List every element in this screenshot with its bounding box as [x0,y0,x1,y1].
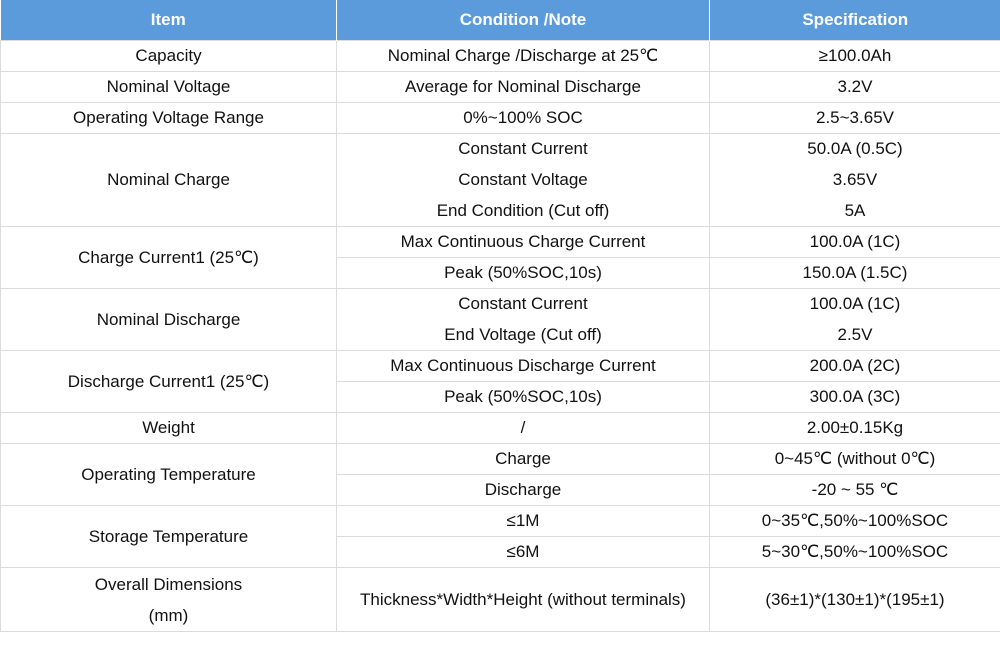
table-row: Capacity Nominal Charge /Discharge at 25… [0,40,1000,72]
spec-cell: 2.5~3.65V [709,102,1000,134]
spec-cell: 300.0A (3C) [709,381,1000,413]
condition-cell: Peak (50%SOC,10s) [336,257,710,289]
condition-cell: ≤1M [336,505,710,537]
table-row: Operating Temperature Charge 0~45℃ (with… [0,443,1000,506]
item-cell: Overall Dimensions (mm) [0,567,337,632]
table-row: Discharge -20 ~ 55 ℃ [1,474,1000,506]
item-cell: Nominal Charge [0,133,337,227]
spec-cell: 5A [709,195,1000,227]
condition-cell: 0%~100% SOC [336,102,710,134]
item-cell: Operating Voltage Range [0,102,337,134]
spec-cell: 0~35℃,50%~100%SOC [709,505,1000,537]
condition-cell: Max Continuous Charge Current [336,226,710,258]
condition-cell: Constant Current [336,133,710,165]
spec-cell: (36±1)*(130±1)*(195±1) [709,567,1000,632]
table-row: Nominal Discharge Constant Current 100.0… [0,288,1000,351]
item-cell: Weight [0,412,337,444]
condition-cell: Nominal Charge /Discharge at 25℃ [336,40,710,72]
header-row: Item Condition /Note Specification [0,0,1000,41]
item-cell: Discharge Current1 (25℃) [0,350,337,413]
spec-cell: 3.2V [709,71,1000,103]
spec-cell: 200.0A (2C) [709,350,1000,382]
table-row: Operating Voltage Range 0%~100% SOC 2.5~… [0,102,1000,134]
condition-cell: Constant Current [336,288,710,320]
spec-cell: 2.5V [709,319,1000,351]
header-condition: Condition /Note [336,0,710,41]
table-row: Charge Current1 (25℃) Max Continuous Cha… [0,226,1000,289]
condition-cell: Max Continuous Discharge Current [336,350,710,382]
condition-cell: Peak (50%SOC,10s) [336,381,710,413]
item-cell: Nominal Voltage [0,71,337,103]
spec-cell: ≥100.0Ah [709,40,1000,72]
item-cell: Nominal Discharge [0,288,337,351]
item-cell: Capacity [0,40,337,72]
condition-cell: / [336,412,710,444]
table-row: Weight / 2.00±0.15Kg [0,412,1000,444]
condition-cell: Average for Nominal Discharge [336,71,710,103]
spec-cell: 150.0A (1.5C) [709,257,1000,289]
condition-cell: End Condition (Cut off) [336,195,710,227]
spec-cell: 50.0A (0.5C) [709,133,1000,165]
condition-cell: Discharge [336,474,710,506]
table-row: Nominal Charge Constant Current 50.0A (0… [0,133,1000,227]
table-row: Discharge Current1 (25℃) Max Continuous … [0,350,1000,413]
item-line: Overall Dimensions [94,574,243,594]
item-cell: Operating Temperature [0,443,337,506]
spec-cell: 3.65V [709,164,1000,196]
spec-cell: 100.0A (1C) [709,288,1000,320]
item-line: (mm) [148,605,189,625]
header-specification: Specification [709,0,1000,41]
table-row: Peak (50%SOC,10s) 300.0A (3C) [1,381,1000,413]
condition-cell: End Voltage (Cut off) [336,319,710,351]
header-item: Item [0,0,337,41]
item-cell: Charge Current1 (25℃) [0,226,337,289]
condition-cell: ≤6M [336,536,710,568]
spec-cell: 0~45℃ (without 0℃) [709,443,1000,475]
condition-cell: Constant Voltage [336,164,710,196]
spec-cell: -20 ~ 55 ℃ [709,474,1000,506]
table-row: Nominal Voltage Average for Nominal Disc… [0,71,1000,103]
table-row: End Voltage (Cut off) 2.5V [1,319,1000,351]
condition-cell: Charge [336,443,710,475]
table-row: Storage Temperature ≤1M 0~35℃,50%~100%SO… [0,505,1000,568]
spec-cell: 100.0A (1C) [709,226,1000,258]
item-cell: Storage Temperature [0,505,337,568]
spec-cell: 2.00±0.15Kg [709,412,1000,444]
condition-cell: Thickness*Width*Height (without terminal… [336,567,710,632]
spec-cell: 5~30℃,50%~100%SOC [709,536,1000,568]
table-row: Constant Voltage 3.65V [1,164,1000,196]
spec-table: Item Condition /Note Specification Capac… [0,0,1000,632]
table-row: Overall Dimensions (mm) Thickness*Width*… [0,567,1000,632]
